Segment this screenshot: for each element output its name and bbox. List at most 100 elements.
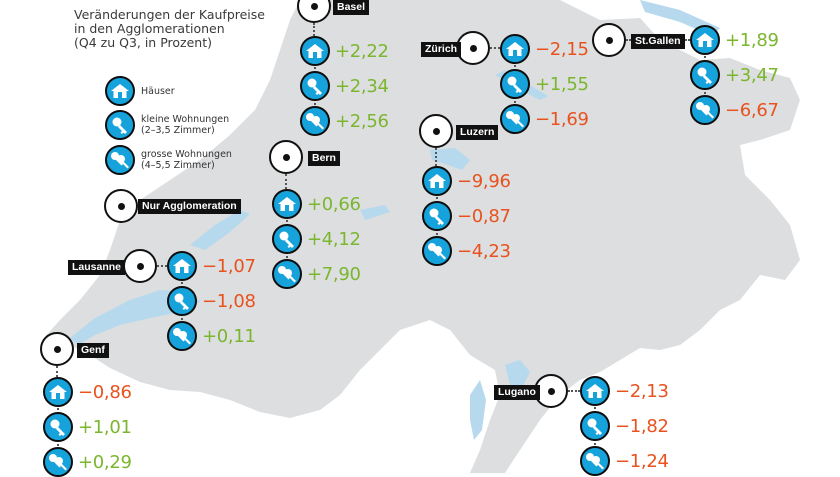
- double-key-icon: [272, 259, 302, 289]
- legend-houses: Häuser: [105, 76, 175, 106]
- stat-basel-large: +2,56: [300, 106, 389, 136]
- stat-zurich-small: +1,55: [500, 69, 589, 99]
- legend-small-line-1: kleine Wohnungen: [141, 114, 230, 125]
- legend-agglomeration: Nur Agglomeration: [104, 189, 241, 223]
- legend-large-line-1: grosse Wohnungen: [141, 149, 232, 160]
- stat-luzern-large: −4,23: [422, 236, 511, 266]
- marker-dot: [136, 262, 144, 270]
- stat-lugano-large: −1,24: [580, 446, 669, 476]
- house-icon: [43, 377, 73, 407]
- stat-value: −1,24: [615, 450, 669, 472]
- stat-value: −6,67: [725, 99, 779, 121]
- double-key-icon: [167, 321, 197, 351]
- city-label-lausanne: Lausanne: [68, 260, 126, 275]
- stat-value: +1,01: [78, 416, 132, 438]
- stat-value: −0,87: [457, 205, 511, 227]
- connector-line: [435, 148, 437, 166]
- key-icon: [300, 71, 330, 101]
- house-icon: [580, 376, 610, 406]
- stat-value: +7,90: [307, 263, 361, 285]
- stat-value: −1,08: [202, 290, 256, 312]
- stat-value: −1,69: [535, 108, 589, 130]
- lake-lucerne: [430, 148, 470, 170]
- city-marker-bern[interactable]: [269, 140, 303, 174]
- stat-value: −2,15: [535, 38, 589, 60]
- key-icon: [580, 411, 610, 441]
- stat-value: +3,47: [725, 64, 779, 86]
- city-label-genf: Genf: [77, 343, 109, 358]
- agglomeration-marker-icon: [104, 189, 138, 223]
- lake-biel: [360, 205, 390, 220]
- stat-value: +1,55: [535, 73, 589, 95]
- city-marker-stgallen[interactable]: [592, 23, 626, 57]
- stat-lausanne-houses: −1,07: [167, 251, 256, 281]
- city-marker-lausanne[interactable]: [123, 249, 157, 283]
- stat-genf-large: +0,29: [43, 447, 132, 477]
- marker-dot: [53, 345, 61, 353]
- key-icon: [105, 110, 135, 140]
- legend-agglo-label: Nur Agglomeration: [138, 198, 241, 214]
- lake-neuchatel: [190, 210, 250, 250]
- city-marker-zurich[interactable]: [456, 31, 490, 65]
- stat-bern-houses: +0,66: [272, 189, 361, 219]
- double-key-icon: [422, 236, 452, 266]
- stat-value: +4,12: [307, 228, 361, 250]
- stat-basel-houses: +2,22: [300, 36, 389, 66]
- double-key-icon: [105, 145, 135, 175]
- city-label-zurich: Zürich: [421, 42, 462, 57]
- stat-value: −4,23: [457, 240, 511, 262]
- house-icon: [105, 76, 135, 106]
- marker-dot: [310, 2, 318, 10]
- stat-value: −1,82: [615, 415, 669, 437]
- stat-genf-small: +1,01: [43, 412, 132, 442]
- city-marker-genf[interactable]: [40, 332, 74, 366]
- stat-basel-small: +2,34: [300, 71, 389, 101]
- stat-genf-houses: −0,86: [43, 377, 132, 407]
- stat-lugano-small: −1,82: [580, 411, 669, 441]
- stat-lugano-houses: −2,13: [580, 376, 669, 406]
- connector-line: [157, 265, 167, 267]
- switzerland-land: [42, 0, 800, 473]
- city-label-basel: Basel: [333, 0, 370, 15]
- stat-lausanne-small: −1,08: [167, 286, 256, 316]
- legend-small-label: kleine Wohnungen (2–3,5 Zimmer): [141, 114, 229, 136]
- legend-large-label: grosse Wohnungen (4–5,5 Zimmer): [141, 149, 232, 171]
- marker-dot: [282, 153, 290, 161]
- stat-value: +0,66: [307, 193, 361, 215]
- stat-value: +0,29: [78, 451, 132, 473]
- stat-value: −9,96: [457, 170, 511, 192]
- key-icon: [272, 224, 302, 254]
- stat-luzern-houses: −9,96: [422, 166, 511, 196]
- key-icon: [500, 69, 530, 99]
- marker-dot: [605, 36, 613, 44]
- stat-value: +2,22: [335, 40, 389, 62]
- house-icon: [690, 25, 720, 55]
- lake-maggiore: [470, 380, 486, 440]
- double-key-icon: [300, 106, 330, 136]
- marker-dot: [432, 127, 440, 135]
- city-marker-basel[interactable]: [297, 0, 331, 23]
- double-key-icon: [690, 95, 720, 125]
- stat-value: +2,34: [335, 75, 389, 97]
- connector-line: [568, 390, 580, 392]
- title-line-3: (Q4 zu Q3, in Prozent): [74, 35, 212, 50]
- map-title: Veränderungen der Kaufpreise in den Aggl…: [74, 8, 334, 50]
- double-key-icon: [580, 446, 610, 476]
- double-key-icon: [500, 104, 530, 134]
- house-icon: [167, 251, 197, 281]
- city-label-bern: Bern: [308, 151, 340, 166]
- stat-zurich-large: −1,69: [500, 104, 589, 134]
- house-icon: [272, 189, 302, 219]
- city-marker-luzern[interactable]: [419, 114, 453, 148]
- stat-value: −1,07: [202, 255, 256, 277]
- house-icon: [300, 36, 330, 66]
- stat-stgallen-small: +3,47: [690, 60, 779, 90]
- stat-value: −0,86: [78, 381, 132, 403]
- lake-lugano: [505, 360, 530, 388]
- legend-large-apartments: grosse Wohnungen (4–5,5 Zimmer): [105, 145, 232, 175]
- legend-small-apartments: kleine Wohnungen (2–3,5 Zimmer): [105, 110, 229, 140]
- stat-zurich-houses: −2,15: [500, 34, 589, 64]
- stat-value: +0,11: [202, 325, 256, 347]
- stat-bern-small: +4,12: [272, 224, 361, 254]
- connector-line: [285, 174, 287, 189]
